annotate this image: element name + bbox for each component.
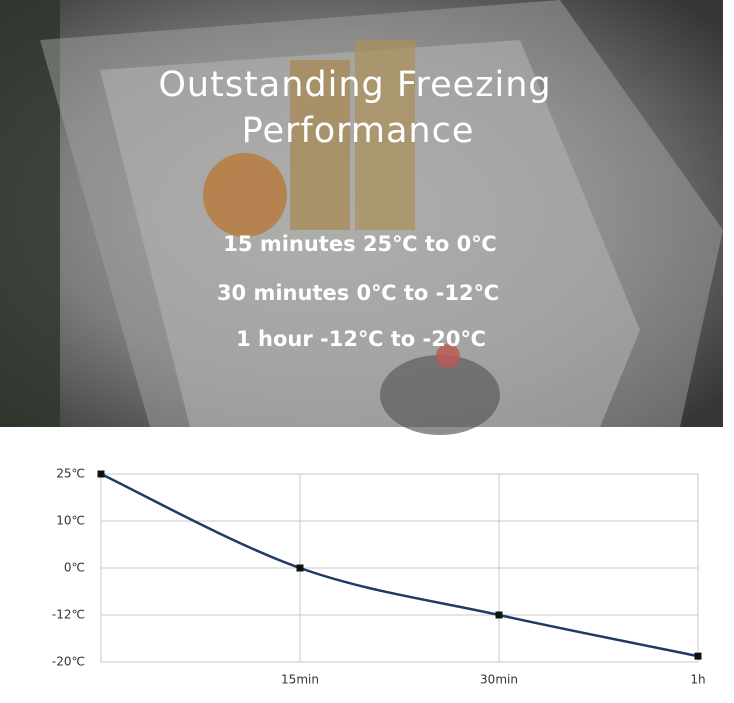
title-line: Performance — [242, 111, 475, 151]
y-tick-label: -20℃ — [52, 655, 85, 669]
x-tick-label: 30min — [480, 673, 518, 687]
chart: 25℃ 10℃ 0℃ -12℃ -20℃ 15min 30min 1h — [52, 467, 706, 687]
photo — [0, 0, 723, 435]
y-tick-label: 25℃ — [56, 467, 85, 481]
point — [296, 564, 304, 572]
y-tick-label: 0℃ — [64, 561, 85, 575]
title-line: Outstanding Freezing — [158, 65, 551, 105]
line — [100, 472, 699, 658]
spec-line: 15 minutes 25℃ to 0℃ — [223, 232, 496, 256]
point — [694, 652, 702, 660]
x-tick-label: 15min — [281, 673, 319, 687]
point — [495, 611, 503, 619]
x-tick-label: 1h — [690, 673, 705, 687]
y-tick-label: 10℃ — [56, 514, 85, 528]
spec-line: 1 hour -12℃ to -20℃ — [236, 327, 486, 351]
spec-line: 30 minutes 0℃ to -12℃ — [217, 281, 499, 305]
y-tick-label: -12℃ — [52, 608, 85, 622]
point — [97, 470, 105, 478]
